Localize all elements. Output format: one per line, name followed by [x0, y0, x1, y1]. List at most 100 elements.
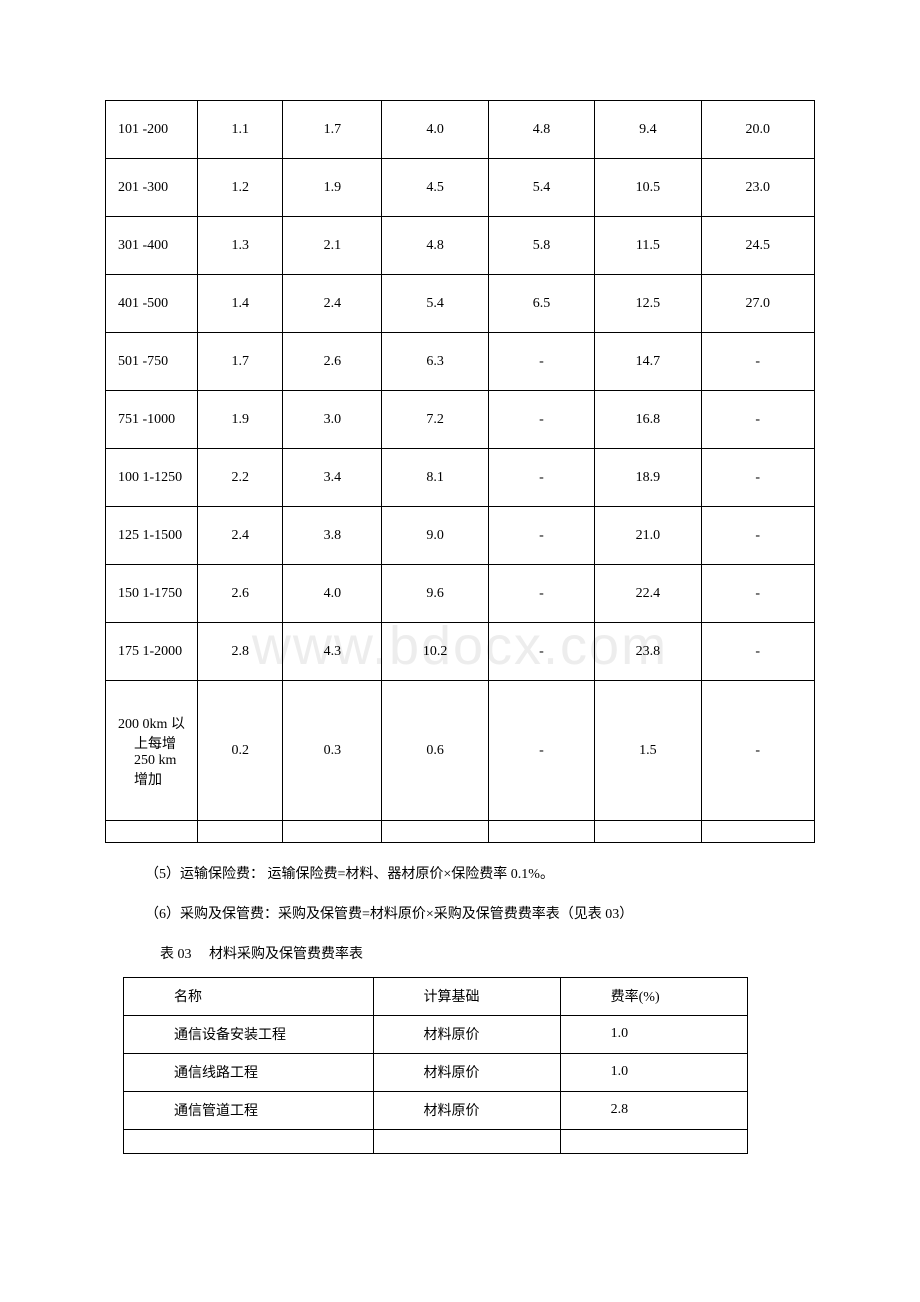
table-row: 150 1-17502.64.09.6-22.4- — [106, 565, 815, 623]
table-cell: 4.3 — [283, 623, 382, 681]
table-cell: 5.4 — [382, 275, 488, 333]
table-cell: 2.6 — [283, 333, 382, 391]
table-cell: 1.2 — [198, 159, 283, 217]
table-cell: - — [488, 565, 594, 623]
table-cell: 125 1-1500 — [106, 507, 198, 565]
table-cell: 1.1 — [198, 101, 283, 159]
table-cell: 通信线路工程 — [124, 1053, 374, 1091]
table-row: 101 -2001.11.74.04.89.420.0 — [106, 101, 815, 159]
table-cell: 18.9 — [595, 449, 701, 507]
table-cell: - — [701, 507, 814, 565]
table-cell: 3.4 — [283, 449, 382, 507]
table-cell: 2.2 — [198, 449, 283, 507]
table-cell: - — [701, 623, 814, 681]
table-cell: 3.8 — [283, 507, 382, 565]
table-cell: 4.8 — [382, 217, 488, 275]
table-cell: 1.9 — [198, 391, 283, 449]
table-header-cell: 名称 — [124, 977, 374, 1015]
table-cell: - — [488, 623, 594, 681]
table-cell: 301 -400 — [106, 217, 198, 275]
table-cell — [198, 821, 283, 843]
table-cell: 22.4 — [595, 565, 701, 623]
table-row — [106, 821, 815, 843]
table-row: 751 -10001.93.07.2-16.8- — [106, 391, 815, 449]
table-cell — [373, 1129, 560, 1153]
table-row: 501 -7501.72.66.3-14.7- — [106, 333, 815, 391]
table-cell: 24.5 — [701, 217, 814, 275]
table-row: 125 1-15002.43.89.0-21.0- — [106, 507, 815, 565]
table1-body: 101 -2001.11.74.04.89.420.0201 -3001.21.… — [106, 101, 815, 843]
table-cell: 101 -200 — [106, 101, 198, 159]
table-cell: 2.8 — [198, 623, 283, 681]
table-cell — [488, 821, 594, 843]
table-cell: 9.4 — [595, 101, 701, 159]
table-cell: 1.9 — [283, 159, 382, 217]
table-cell: - — [488, 507, 594, 565]
table-cell: 6.5 — [488, 275, 594, 333]
table-cell: 20.0 — [701, 101, 814, 159]
table-cell: - — [488, 391, 594, 449]
table-cell: 材料原价 — [373, 1091, 560, 1129]
table-cell: 通信设备安装工程 — [124, 1015, 374, 1053]
table-cell: 23.0 — [701, 159, 814, 217]
procurement-rate-table: 名称计算基础费率(%)通信设备安装工程材料原价1.0通信线路工程材料原价1.0通… — [123, 977, 748, 1154]
table-cell: 11.5 — [595, 217, 701, 275]
table-cell: 2.4 — [198, 507, 283, 565]
table-cell: - — [701, 565, 814, 623]
table03-caption: 表 03 材料采购及保管费费率表 — [160, 943, 815, 963]
table-cell: 1.4 — [198, 275, 283, 333]
table-cell: 1.0 — [560, 1015, 747, 1053]
table-cell: 材料原价 — [373, 1053, 560, 1091]
table-cell: 175 1-2000 — [106, 623, 198, 681]
table-cell: 201 -300 — [106, 159, 198, 217]
table-cell: 6.3 — [382, 333, 488, 391]
table-cell: - — [488, 449, 594, 507]
table-cell: 12.5 — [595, 275, 701, 333]
table-row — [124, 1129, 748, 1153]
table-cell: 4.0 — [382, 101, 488, 159]
table-cell: - — [488, 333, 594, 391]
table-cell: - — [701, 391, 814, 449]
table-row: 401 -5001.42.45.46.512.527.0 — [106, 275, 815, 333]
table-cell: 150 1-1750 — [106, 565, 198, 623]
table-cell: 3.0 — [283, 391, 382, 449]
table-row: 200 0km 以上每增 250 km 增加0.20.30.6-1.5- — [106, 681, 815, 821]
table-cell: 2.1 — [283, 217, 382, 275]
table-cell: 9.0 — [382, 507, 488, 565]
table-header-row: 名称计算基础费率(%) — [124, 977, 748, 1015]
table-cell: 10.5 — [595, 159, 701, 217]
table-cell: - — [701, 449, 814, 507]
table-row: 301 -4001.32.14.85.811.524.5 — [106, 217, 815, 275]
table-cell: 7.2 — [382, 391, 488, 449]
table-cell: 23.8 — [595, 623, 701, 681]
table-cell: 4.0 — [283, 565, 382, 623]
table-cell: 1.7 — [283, 101, 382, 159]
table-cell: 2.4 — [283, 275, 382, 333]
table-cell: 5.4 — [488, 159, 594, 217]
table-cell: 100 1-1250 — [106, 449, 198, 507]
table-cell: 2.8 — [560, 1091, 747, 1129]
table-cell: 21.0 — [595, 507, 701, 565]
table2-body: 名称计算基础费率(%)通信设备安装工程材料原价1.0通信线路工程材料原价1.0通… — [124, 977, 748, 1153]
table-cell: 8.1 — [382, 449, 488, 507]
table-cell: 5.8 — [488, 217, 594, 275]
table-header-cell: 计算基础 — [373, 977, 560, 1015]
table-cell: 200 0km 以上每增 250 km 增加 — [106, 681, 198, 821]
table-cell: 10.2 — [382, 623, 488, 681]
table-header-cell: 费率(%) — [560, 977, 747, 1015]
table-cell: 通信管道工程 — [124, 1091, 374, 1129]
table-cell: 2.6 — [198, 565, 283, 623]
table-cell: 0.6 — [382, 681, 488, 821]
table-row: 通信管道工程材料原价2.8 — [124, 1091, 748, 1129]
table-cell: 751 -1000 — [106, 391, 198, 449]
table-row: 201 -3001.21.94.55.410.523.0 — [106, 159, 815, 217]
table-cell — [283, 821, 382, 843]
table-cell: 1.5 — [595, 681, 701, 821]
table-cell: - — [701, 681, 814, 821]
table-cell: 14.7 — [595, 333, 701, 391]
table-row: 通信线路工程材料原价1.0 — [124, 1053, 748, 1091]
table-cell — [560, 1129, 747, 1153]
transport-rate-table: 101 -2001.11.74.04.89.420.0201 -3001.21.… — [105, 100, 815, 843]
table-row: 100 1-12502.23.48.1-18.9- — [106, 449, 815, 507]
table-cell — [106, 821, 198, 843]
